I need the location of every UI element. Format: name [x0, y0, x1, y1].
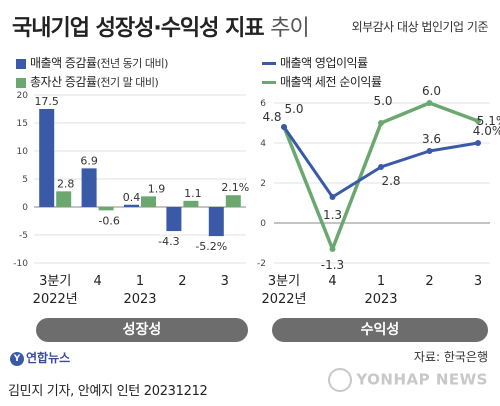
data-label: 4.0%: [473, 124, 500, 138]
legend-label: 매출액 영업이익률: [280, 56, 368, 70]
x-tick-label: 4: [328, 274, 336, 289]
data-label: 5.1%: [477, 114, 500, 128]
data-label: 6.9: [80, 154, 98, 167]
basis-note: 외부감사 대상 법인기업 기준: [351, 20, 489, 34]
y-tick-label: 0: [260, 219, 266, 229]
year-label: 2022년: [261, 292, 306, 307]
data-point: [426, 100, 433, 106]
y-tick-label: 4: [260, 139, 266, 149]
logo-mark-icon: Y: [10, 351, 24, 366]
bar: [56, 191, 72, 207]
data-point: [475, 118, 481, 124]
legend-sublabel: (전년 동기 대비): [96, 57, 169, 70]
watermark-text: YONHAP NEWS: [356, 370, 488, 389]
x-tick-label: 3분기: [268, 274, 300, 289]
legend-item-pretax-margin: 매출액 세전 순이익률: [262, 73, 382, 90]
y-tick-label: -10: [13, 259, 28, 269]
x-tick-label: 3분기: [39, 274, 71, 289]
legend-swatch-blue: [16, 58, 26, 69]
data-label: 17.5: [34, 95, 59, 108]
data-label: 2.8: [57, 177, 75, 190]
y-tick-label: 2: [260, 179, 266, 189]
growth-bar-chart: -10 -5 0 5 10 15 20 17.5 2.8 3분기 6.9 -0.6 4 0.4 1.9 1 -4…: [13, 91, 249, 307]
x-tick-label: 3: [474, 274, 482, 289]
page-title: 국내기업 성장성·수익성 지표 추이: [12, 10, 310, 42]
bar: [225, 195, 241, 207]
data-label: 0.4: [123, 191, 141, 204]
data-point: [281, 124, 287, 130]
title-suffix: 추이: [270, 16, 309, 41]
year-label: 2022년: [33, 292, 78, 307]
y-tick-label: 20: [17, 91, 29, 101]
bar: [166, 207, 182, 232]
data-point: [329, 194, 336, 200]
data-label: -5.2%: [195, 240, 227, 253]
watermark: YONHAP NEWS: [328, 368, 488, 392]
legend-sublabel: (전기 말 대비): [96, 76, 159, 89]
data-point: [475, 140, 481, 146]
legend-item-operating-margin: 매출액 영업이익률: [262, 54, 368, 71]
data-label: -0.6: [98, 214, 119, 227]
year-label: 2023: [123, 292, 156, 307]
data-label: 3.6: [422, 132, 441, 146]
data-label: -4.3: [158, 235, 179, 248]
legend-item-sales-growth: 매출액 증감률(전년 동기 대비): [16, 54, 168, 71]
data-point: [426, 148, 433, 154]
profitability-line-chart: -2 0 2 4 64.8 1.3 2.8 3.6 4.0% 5.0 -1.3 5.0 6.0 5.1% 3…: [257, 84, 500, 307]
y-tick-label: -2: [257, 259, 266, 269]
y-tick-label: 5: [22, 175, 28, 185]
yonhap-logo: Y 연합뉴스: [10, 349, 70, 366]
legend-line-green: [262, 81, 276, 84]
legend-label: 총자산 증감률: [30, 75, 97, 89]
logo-text: 연합뉴스: [26, 351, 71, 365]
data-label: 1.1: [184, 187, 202, 200]
panel-label-growth: 성장성: [36, 318, 248, 342]
data-label: 5.0: [284, 102, 303, 116]
data-label: 6.0: [422, 84, 441, 98]
legend-swatch-green: [16, 77, 26, 88]
year-label: 2023: [364, 292, 397, 307]
x-tick-label: 1: [377, 274, 385, 289]
legend-label: 매출액 세전 순이익률: [280, 75, 382, 89]
data-label: 4.8: [262, 110, 281, 124]
source-note: 자료: 한국은행: [413, 350, 488, 364]
bar: [81, 168, 97, 207]
title-main: 국내기업 성장성·수익성 지표: [12, 16, 265, 41]
data-label: 2.1%: [221, 181, 249, 194]
y-tick-label: 6: [260, 99, 266, 109]
legend-line-blue: [262, 62, 276, 65]
data-label: 1.9: [148, 182, 166, 195]
legend-item-asset-growth: 총자산 증감률(전기 말 대비): [16, 73, 159, 90]
x-tick-label: 4: [93, 274, 101, 289]
x-tick-label: 3: [221, 274, 229, 289]
bar: [208, 207, 224, 237]
legend-label: 매출액 증감률: [30, 56, 97, 70]
data-label: 1.3: [323, 208, 342, 222]
data-label: -1.3: [321, 258, 344, 272]
y-tick-label: -5: [19, 231, 28, 241]
watermark-circle-icon: [328, 368, 353, 392]
y-tick-label: 10: [17, 147, 29, 157]
bar: [183, 200, 199, 207]
data-label: 5.0: [373, 94, 392, 108]
bar: [39, 109, 55, 207]
data-point: [329, 246, 336, 252]
data-label: 2.8: [381, 174, 400, 188]
credit-line: 김민지 기자, 안예지 인턴 20231212: [8, 384, 208, 399]
bar: [141, 196, 156, 207]
panel-label-profitability: 수익성: [272, 318, 488, 342]
x-tick-label: 1: [136, 274, 144, 289]
x-tick-label: 2: [178, 274, 186, 289]
x-tick-label: 2: [425, 274, 433, 289]
bar: [124, 204, 139, 207]
data-point: [378, 120, 384, 126]
bar: [98, 207, 114, 211]
y-tick-label: 15: [17, 119, 28, 129]
data-point: [378, 164, 384, 170]
y-tick-label: 0: [22, 203, 28, 213]
